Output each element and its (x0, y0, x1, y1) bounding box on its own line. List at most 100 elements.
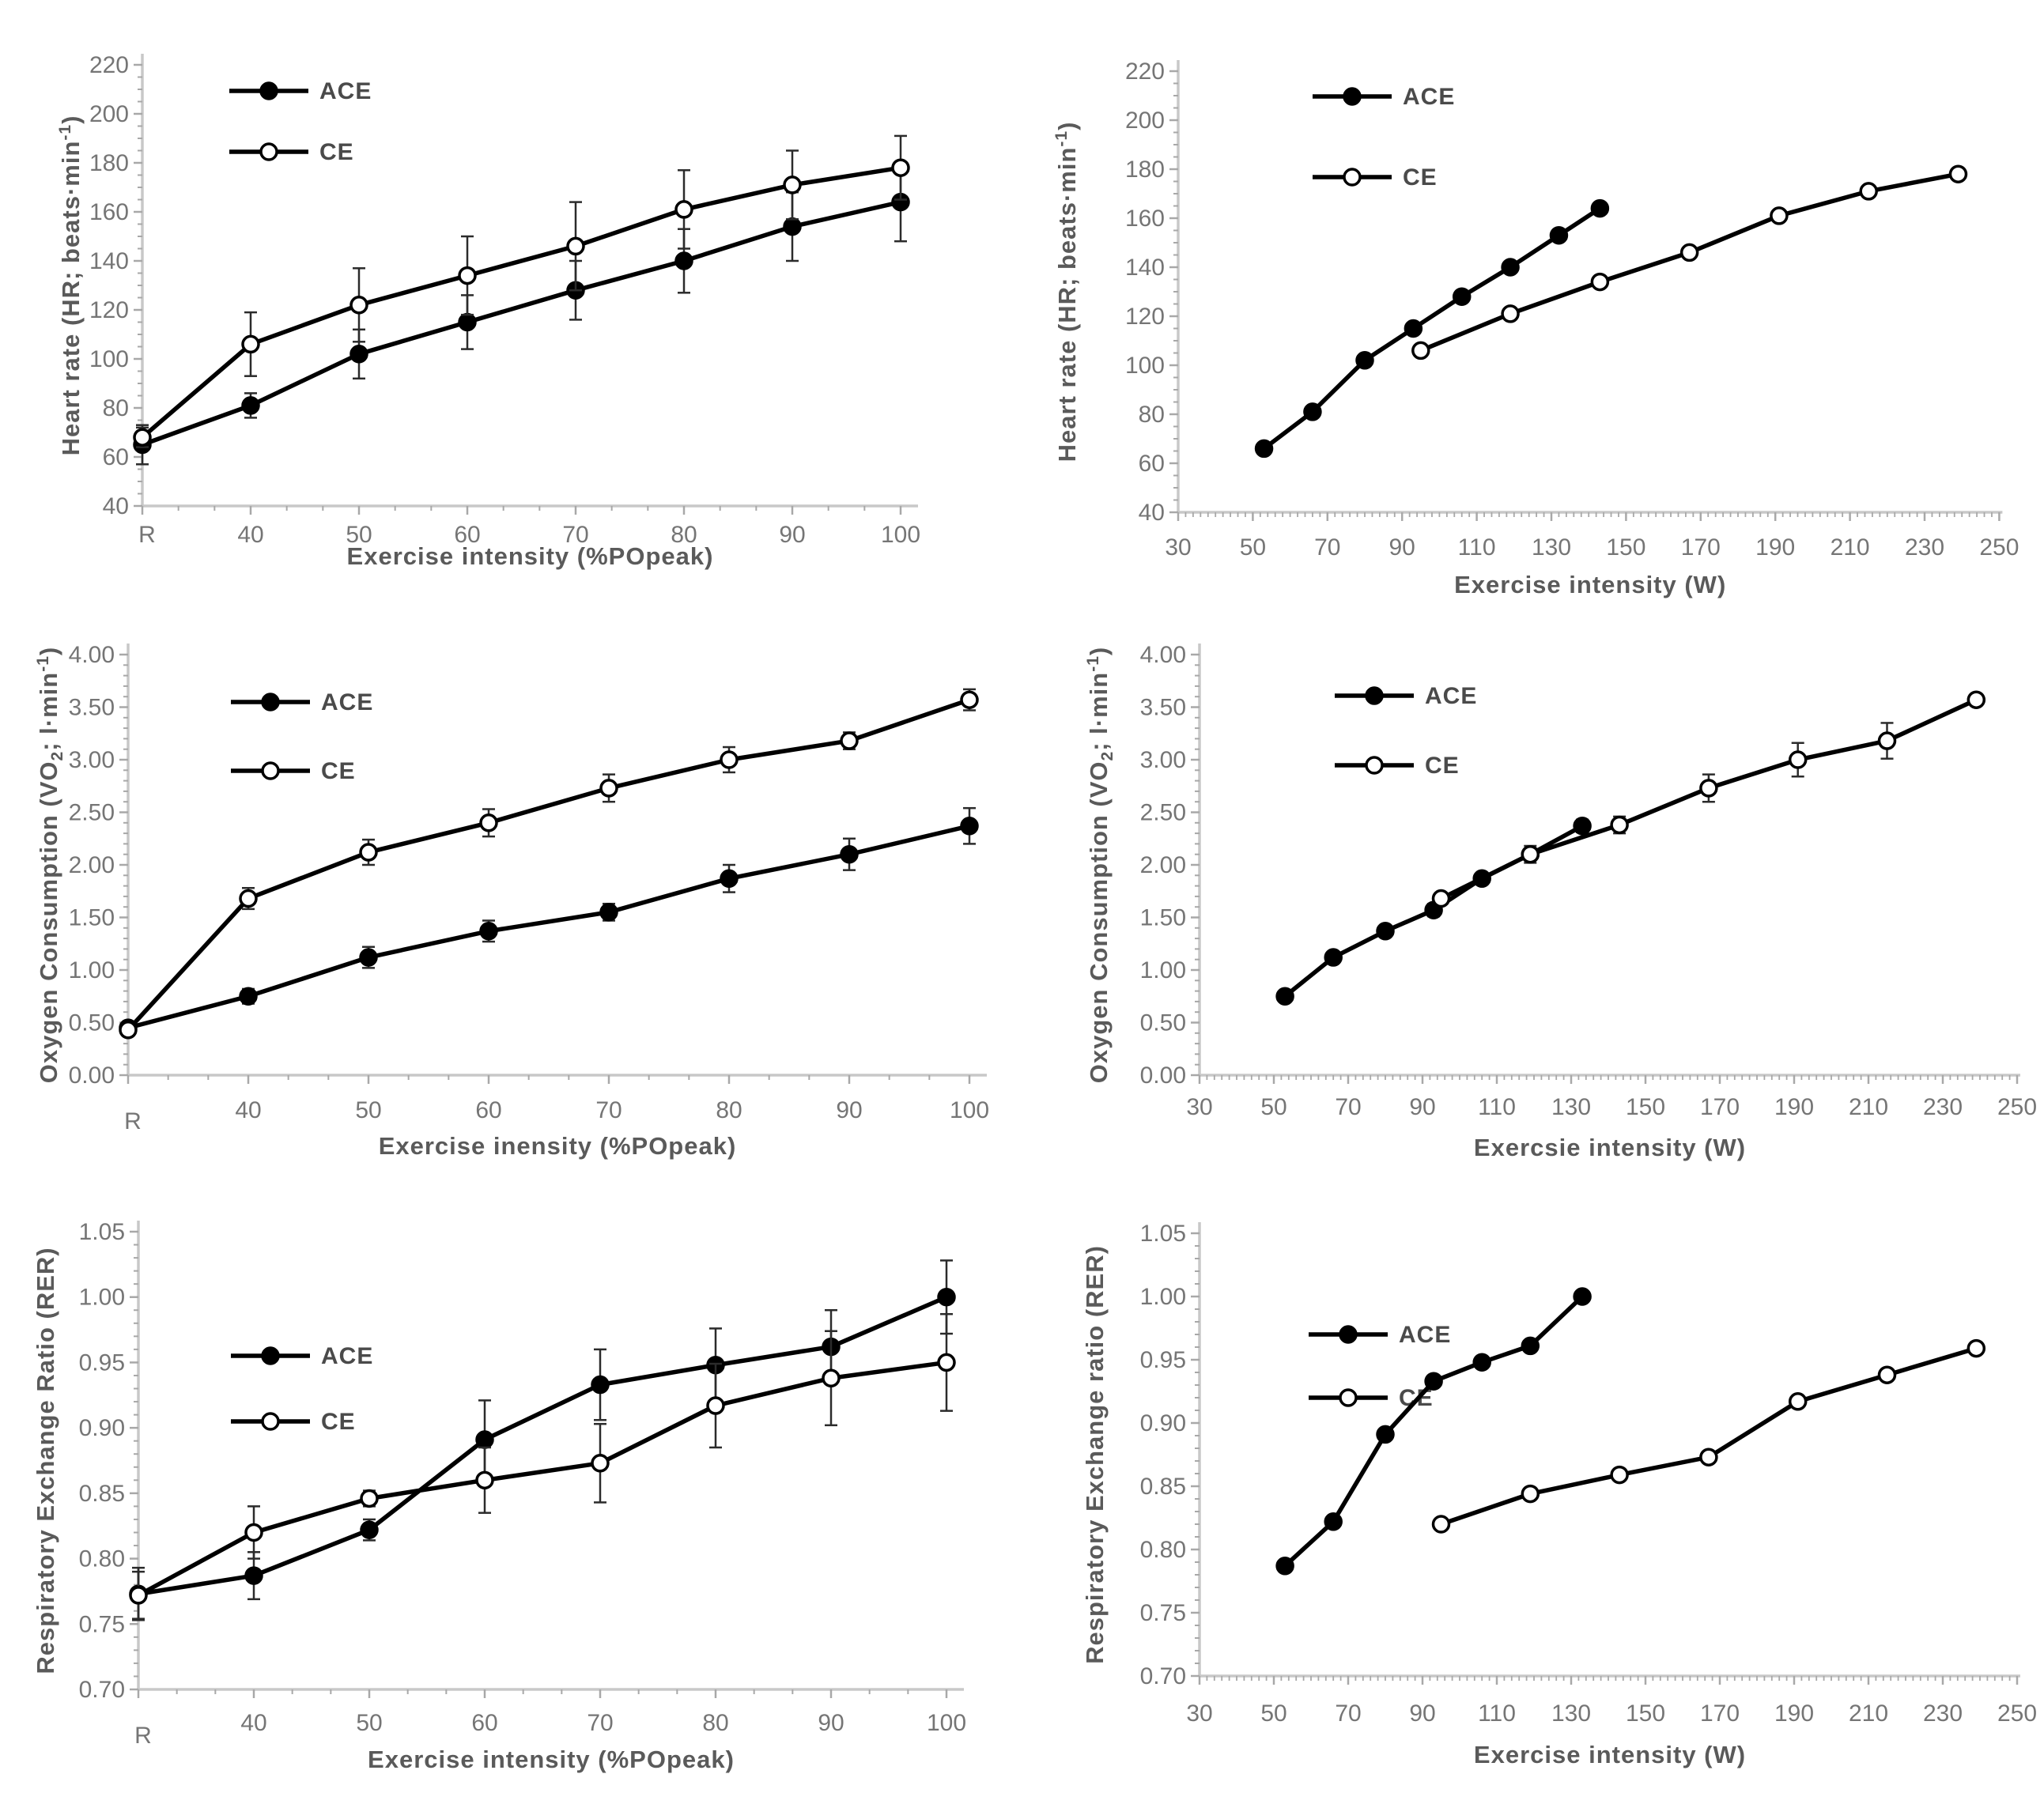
data-point-filled-circle-marker (1472, 1353, 1491, 1372)
data-point-open-circle-marker (239, 889, 258, 908)
x-tick-label: 90 (779, 522, 805, 548)
series-CE (119, 688, 979, 1040)
data-point-filled-circle-marker (783, 217, 802, 236)
x-tick-label: 90 (1389, 534, 1415, 561)
chart-vo2-w: 0.00 0.50 1.00 1.50 2.00 2.50 3.00 3.50 4.00 30 50… (1084, 642, 2037, 1161)
legend-filled-circle-marker (1343, 87, 1362, 106)
y-tick-label: 220 (1125, 59, 1165, 85)
data-point-filled-circle-marker (241, 396, 260, 415)
series-line-ACE (140, 199, 903, 447)
x-tick-label: 80 (702, 1710, 728, 1736)
legend-label-CE: CE (1403, 164, 1438, 191)
series-ACE (1275, 1287, 1592, 1576)
chart-rer-pct: 0.70 0.75 0.80 0.85 0.90 0.95 1.00 1.05 R 40 50 60 7… (32, 1219, 966, 1773)
series-ACE (1254, 198, 1610, 459)
x-axis-title: Exercise intensity (W) (1454, 571, 1726, 598)
data-point-filled-circle-marker (475, 1430, 494, 1449)
x-tick-label: 60 (471, 1710, 497, 1736)
x-tick-label: 210 (1831, 534, 1870, 561)
data-point-filled-circle-marker (591, 1375, 610, 1395)
y-tick-label: 0.90 (79, 1415, 125, 1441)
y-tick-label: 2.50 (1140, 800, 1186, 826)
y-tick-label: 1.00 (1140, 957, 1186, 983)
data-point-open-circle-marker (706, 1396, 725, 1415)
data-point-filled-circle-marker (1424, 1372, 1443, 1391)
data-point-open-circle-marker (1521, 844, 1540, 864)
x-tick-label: 100 (881, 522, 920, 548)
x-tick-label: 50 (1240, 534, 1266, 561)
data-point-open-circle-marker (1501, 304, 1520, 323)
y-tick-label: 2.00 (69, 852, 115, 878)
data-point-open-circle-marker (1521, 1484, 1540, 1504)
y-axis-title: Respiratory Exchange ratio (RER) (1081, 1245, 1109, 1664)
data-point-filled-circle-marker (674, 251, 693, 270)
data-point-open-circle-marker (475, 1470, 494, 1490)
x-tick-label: 100 (950, 1097, 989, 1123)
y-tick-label: 3.50 (1140, 695, 1186, 721)
y-tick-label: 0.80 (1140, 1537, 1186, 1563)
y-tick-label: 2.00 (1140, 852, 1186, 878)
y-tick-label: 1.00 (1140, 1284, 1186, 1310)
chart-hr-pct: 40 60 80 100 120 140 160 180 200 220 R 40 50 60 70 80 90… (56, 52, 920, 570)
data-point-open-circle-marker (720, 750, 739, 769)
x-tick-label: 30 (1186, 1094, 1212, 1120)
y-tick-label: 0.70 (79, 1677, 125, 1703)
y-tick-label: 1.50 (1140, 905, 1186, 931)
x-tick-label: 100 (927, 1710, 966, 1736)
data-point-open-circle-marker (1699, 779, 1718, 798)
data-point-filled-circle-marker (1501, 258, 1520, 277)
data-point-filled-circle-marker (599, 903, 618, 922)
y-tick-label: 0.75 (1140, 1600, 1186, 1626)
x-tick-label: 50 (1260, 1094, 1286, 1120)
x-tick-label: 210 (1849, 1094, 1888, 1120)
data-point-filled-circle-marker (937, 1287, 956, 1307)
y-tick-label: 1.00 (79, 1285, 125, 1311)
y-tick-label: 100 (89, 346, 129, 372)
data-point-open-circle-marker (891, 158, 910, 177)
data-point-open-circle-marker (1948, 164, 1968, 183)
x-tick-label: 110 (1478, 1094, 1516, 1120)
data-point-filled-circle-marker (1324, 1512, 1343, 1531)
data-point-open-circle-marker (1590, 272, 1610, 292)
x-tick-label: 70 (562, 522, 588, 548)
axes: 0.00 0.50 1.00 1.50 2.00 2.50 3.00 3.50 4.00 R 40 5… (69, 642, 989, 1134)
data-point-filled-circle-marker (1376, 1425, 1395, 1444)
data-point-open-circle-marker (458, 266, 477, 285)
data-point-filled-circle-marker (1355, 351, 1374, 370)
y-tick-label: 60 (103, 444, 129, 470)
legend-filled-circle-marker (259, 81, 278, 100)
x-tick-label: 40 (240, 1710, 266, 1736)
y-tick-label: 0.50 (1140, 1010, 1186, 1036)
y-tick-label: 0.85 (79, 1481, 125, 1507)
data-point-open-circle-marker (129, 1586, 148, 1605)
x-tick-label: 80 (671, 522, 697, 548)
y-tick-label: 60 (1139, 451, 1165, 477)
x-tick-label: 170 (1700, 1700, 1740, 1727)
data-point-filled-circle-marker (1275, 1557, 1294, 1576)
y-tick-label: 160 (89, 199, 129, 225)
data-point-open-circle-marker (566, 236, 585, 256)
x-tick-label: 90 (1409, 1094, 1435, 1120)
data-point-filled-circle-marker (244, 1566, 263, 1585)
legend-open-circle-marker (1343, 168, 1362, 187)
data-point-filled-circle-marker (1590, 198, 1610, 218)
x-tick-label: 190 (1755, 534, 1795, 561)
y-tick-label: 1.05 (79, 1219, 125, 1245)
series-CE (129, 1312, 956, 1620)
y-tick-label: 180 (1125, 157, 1165, 183)
x-tick-label: 90 (1409, 1700, 1435, 1727)
x-tick-label: 70 (1314, 534, 1340, 561)
data-point-open-circle-marker (1967, 690, 1986, 709)
x-tick-label: 60 (475, 1097, 501, 1123)
data-point-open-circle-marker (244, 1523, 263, 1542)
series-line-ACE (1261, 206, 1603, 451)
y-tick-label: 80 (1139, 402, 1165, 428)
data-point-filled-circle-marker (359, 948, 378, 967)
y-tick-label: 40 (103, 493, 129, 519)
